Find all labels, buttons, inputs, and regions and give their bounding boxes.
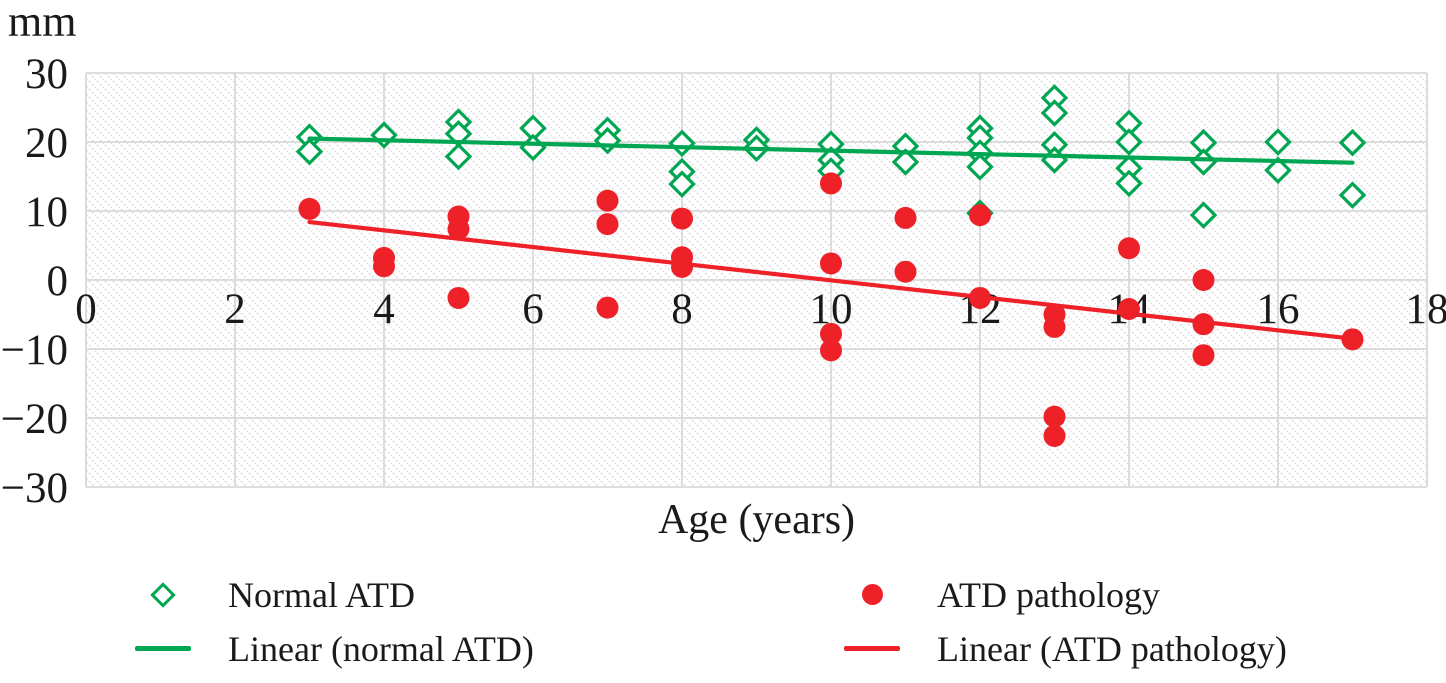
legend-item-linear-normal-atd: Linear (normal ATD) xyxy=(122,625,534,672)
data-point-atd-pathology xyxy=(1118,297,1140,320)
x-tick-label: 18 xyxy=(1406,286,1446,333)
x-tick-label: 0 xyxy=(75,286,97,333)
data-point-normal-atd xyxy=(1264,156,1292,185)
legend-marker-box xyxy=(831,584,913,605)
data-point-atd-pathology xyxy=(820,172,842,195)
data-point-atd-pathology xyxy=(894,206,917,229)
data-point-atd-pathology xyxy=(894,260,917,283)
data-point-normal-atd xyxy=(444,142,473,171)
y-axis-unit-label: mm xyxy=(8,0,77,46)
filled-circle-marker-icon xyxy=(861,584,883,605)
data-point-atd-pathology xyxy=(298,197,321,220)
data-point-normal-atd xyxy=(891,148,920,176)
x-tick-label: 16 xyxy=(1257,286,1300,333)
data-point-normal-atd xyxy=(966,153,994,181)
data-point-normal-atd xyxy=(1338,181,1367,209)
y-tick-label: 10 xyxy=(25,189,68,236)
data-point-atd-pathology xyxy=(1043,424,1066,447)
x-tick-label: 8 xyxy=(671,286,693,333)
x-tick-label: 2 xyxy=(224,286,246,333)
x-tick-label: 4 xyxy=(373,286,395,333)
trendline-linear-atd-pathology- xyxy=(307,219,1355,341)
data-point-normal-atd xyxy=(668,170,696,198)
legend-right-column: ATD pathology Linear (ATD pathology) xyxy=(831,571,1287,672)
y-tick-label: −10 xyxy=(1,327,68,374)
data-point-atd-pathology xyxy=(596,213,619,236)
data-point-atd-pathology xyxy=(447,217,470,240)
legend-item-normal-atd: Normal ATD xyxy=(122,571,534,618)
data-point-normal-atd xyxy=(1338,128,1367,157)
data-point-atd-pathology xyxy=(373,255,395,278)
legend-label: Linear (normal ATD) xyxy=(228,628,534,669)
data-point-normal-atd xyxy=(1115,169,1143,198)
legend-item-atd-pathology: ATD pathology xyxy=(831,571,1287,618)
data-point-normal-atd xyxy=(1189,201,1218,229)
legend-label: Linear (ATD pathology) xyxy=(937,628,1287,669)
data-point-atd-pathology xyxy=(820,322,842,345)
trendline-marker-icon xyxy=(135,646,191,651)
data-point-atd-pathology xyxy=(447,286,470,309)
legend-marker-box xyxy=(122,646,204,651)
data-point-atd-pathology xyxy=(969,204,991,227)
data-point-normal-atd xyxy=(1115,128,1143,156)
data-point-normal-atd xyxy=(1040,99,1069,127)
data-point-normal-atd xyxy=(295,137,324,166)
data-point-atd-pathology xyxy=(1043,405,1066,428)
data-point-atd-pathology xyxy=(820,252,842,275)
data-point-atd-pathology xyxy=(1118,237,1140,260)
y-tick-label: 30 xyxy=(25,51,68,98)
y-tick-label: 20 xyxy=(25,120,68,167)
trendline-linear-normal-atd- xyxy=(307,136,1355,165)
legend-label: ATD pathology xyxy=(937,574,1160,615)
data-point-atd-pathology xyxy=(1043,315,1066,338)
legend-marker-box xyxy=(122,581,204,608)
data-point-atd-pathology xyxy=(1192,269,1215,291)
data-point-normal-atd xyxy=(1264,128,1292,156)
legend-label: Normal ATD xyxy=(228,574,415,615)
data-point-atd-pathology xyxy=(671,207,693,230)
y-tick-label: 0 xyxy=(47,258,69,305)
trendline-marker-icon xyxy=(844,646,900,651)
data-point-atd-pathology xyxy=(1192,344,1215,367)
data-point-atd-pathology xyxy=(596,296,619,319)
legend-marker-box xyxy=(831,646,913,651)
data-point-atd-pathology xyxy=(1192,313,1215,336)
data-point-atd-pathology xyxy=(671,255,693,278)
x-tick-label: 6 xyxy=(522,286,544,333)
data-point-atd-pathology xyxy=(820,339,842,362)
y-tick-label: −20 xyxy=(1,396,68,443)
data-point-atd-pathology xyxy=(596,189,619,212)
open-diamond-marker-icon xyxy=(150,581,176,608)
x-axis-title: Age (years) xyxy=(657,497,856,543)
y-tick-label: −30 xyxy=(1,465,68,512)
legend-left-column: Normal ATD Linear (normal ATD) xyxy=(122,571,534,672)
legend-item-linear-atd-pathology: Linear (ATD pathology) xyxy=(831,625,1287,672)
